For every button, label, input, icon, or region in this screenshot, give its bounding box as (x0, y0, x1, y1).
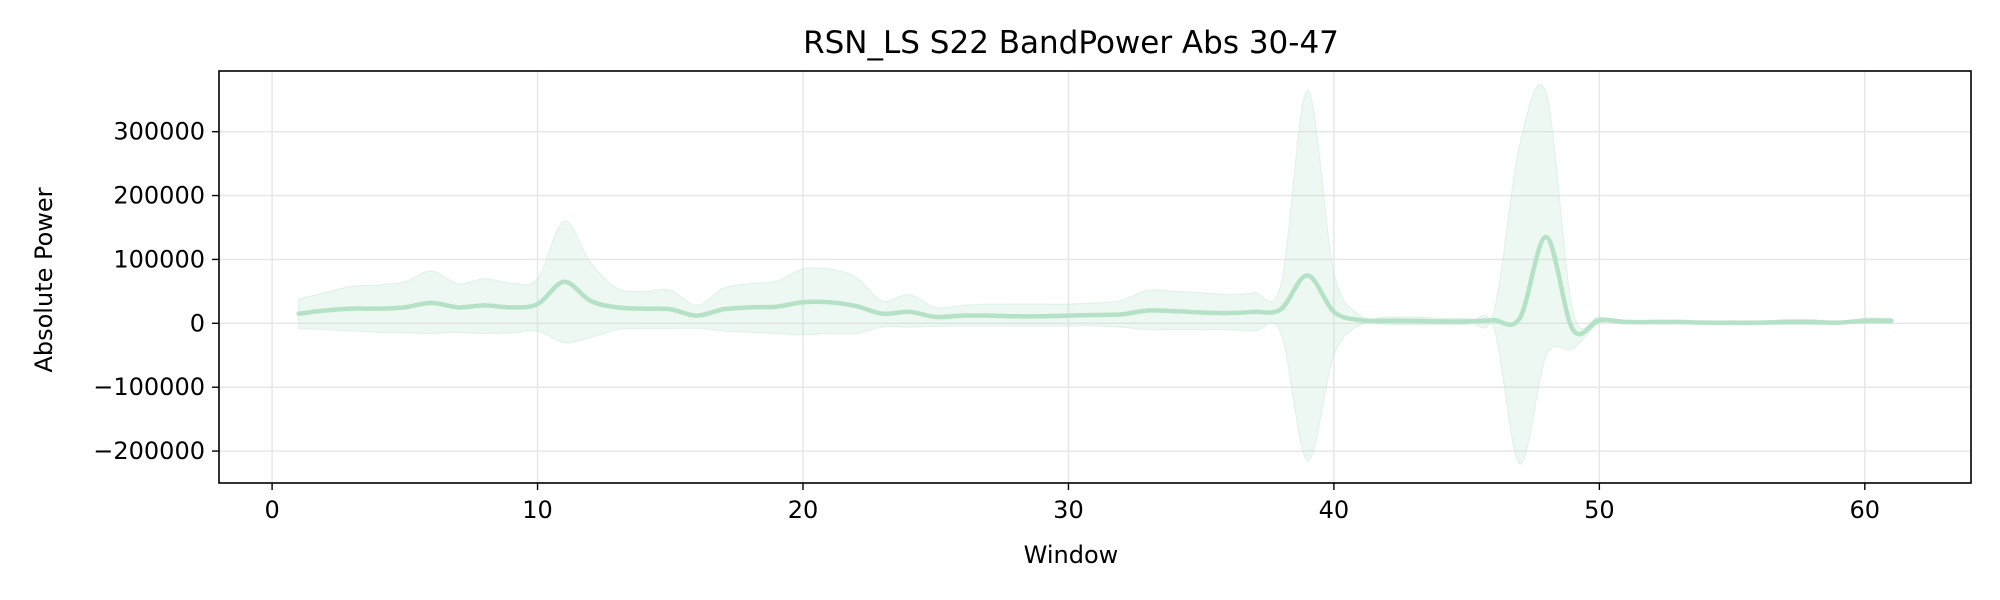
confidence-band-layer (298, 84, 1892, 465)
x-tick-label: 20 (788, 496, 819, 524)
chart-title: RSN_LS S22 BandPower Abs 30-47 (803, 25, 1339, 61)
series-line (296, 234, 1894, 337)
y-tick-label: −200000 (93, 437, 205, 465)
y-tick-label: 100000 (113, 245, 205, 273)
x-tick-label: 30 (1053, 496, 1084, 524)
series-line-layer (296, 234, 1894, 337)
x-axis-ticks: 0 10 20 30 40 50 60 (264, 483, 1880, 524)
confidence-band (298, 84, 1892, 465)
y-tick-label: 200000 (113, 182, 205, 210)
series-points (298, 237, 1892, 330)
y-tick-label: −100000 (93, 373, 205, 401)
plot-frame (218, 70, 1972, 484)
x-tick-label: 0 (264, 496, 279, 524)
y-tick-label: 300000 (113, 118, 205, 146)
x-axis-title: Window (1024, 541, 1119, 569)
x-tick-label: 40 (1319, 496, 1350, 524)
x-tick-label: 60 (1850, 496, 1881, 524)
y-tick-label: 0 (190, 309, 205, 337)
y-axis-ticks: −200000 −100000 0 100000 200000 300000 (93, 118, 219, 465)
x-tick-label: 50 (1584, 496, 1615, 524)
y-axis-title: Absolute Power (30, 187, 58, 372)
x-tick-label: 10 (522, 496, 553, 524)
